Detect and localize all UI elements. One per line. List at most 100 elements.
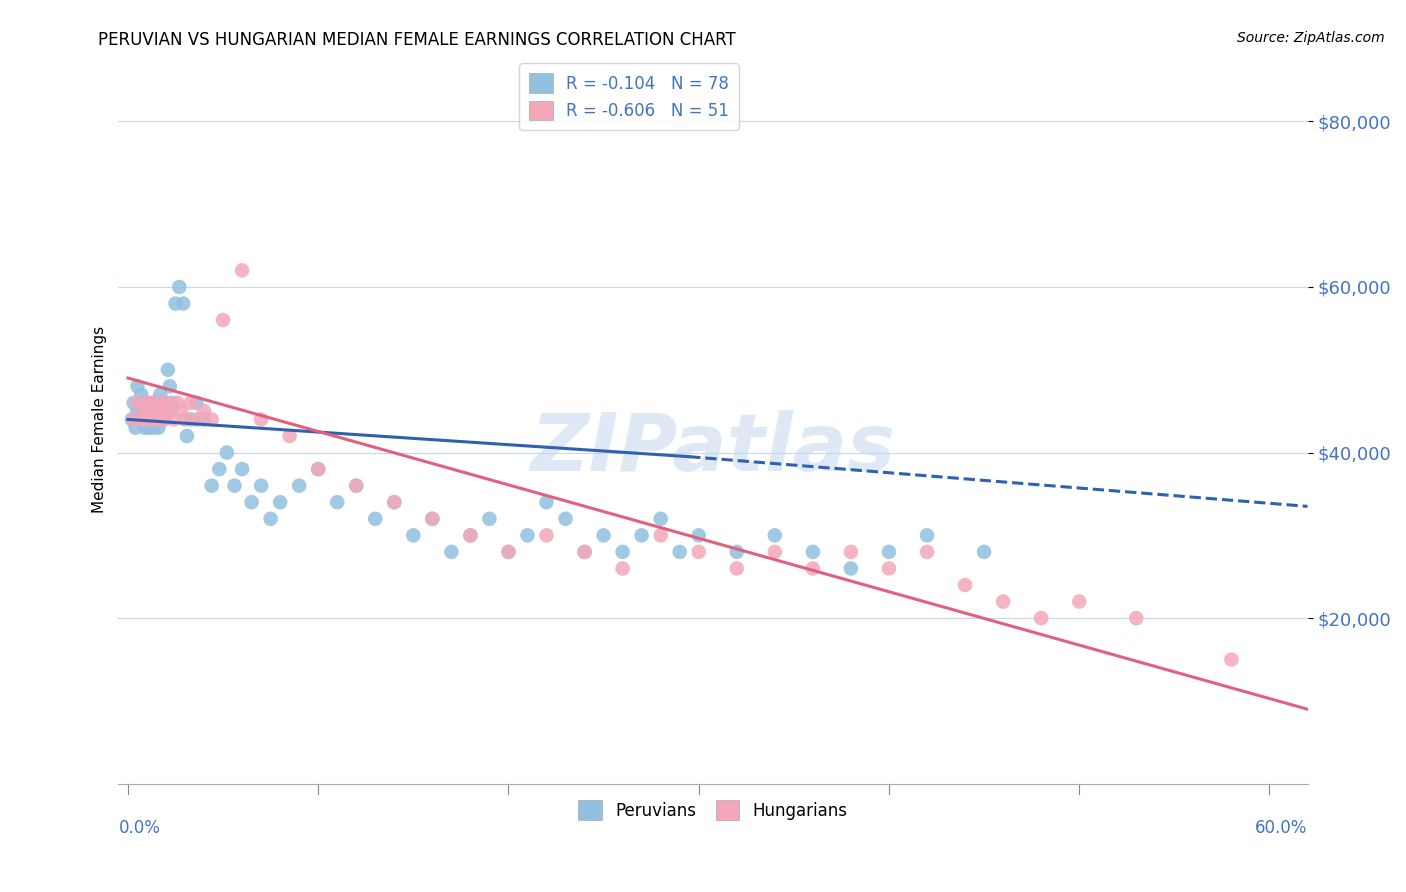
- Point: [422, 512, 444, 526]
- Point: [460, 528, 482, 542]
- Point: [143, 412, 166, 426]
- Point: [763, 545, 786, 559]
- Point: [307, 462, 329, 476]
- Point: [460, 528, 482, 542]
- Point: [1125, 611, 1147, 625]
- Point: [142, 421, 165, 435]
- Point: [212, 313, 235, 327]
- Point: [139, 396, 162, 410]
- Point: [127, 396, 149, 410]
- Point: [498, 545, 520, 559]
- Point: [172, 296, 194, 310]
- Point: [143, 396, 166, 410]
- Point: [574, 545, 596, 559]
- Point: [142, 396, 165, 410]
- Point: [166, 396, 188, 410]
- Point: [259, 512, 281, 526]
- Point: [231, 462, 253, 476]
- Point: [382, 495, 405, 509]
- Point: [150, 404, 173, 418]
- Point: [134, 396, 156, 410]
- Point: [132, 412, 155, 426]
- Y-axis label: Median Female Earnings: Median Female Earnings: [93, 326, 107, 513]
- Point: [364, 512, 387, 526]
- Point: [231, 263, 253, 277]
- Point: [145, 404, 167, 418]
- Point: [224, 478, 246, 492]
- Point: [612, 545, 634, 559]
- Point: [250, 412, 273, 426]
- Point: [180, 412, 202, 426]
- Point: [132, 404, 155, 418]
- Point: [165, 296, 187, 310]
- Point: [592, 528, 614, 542]
- Point: [278, 429, 301, 443]
- Point: [193, 412, 215, 426]
- Point: [155, 396, 177, 410]
- Point: [134, 404, 156, 418]
- Point: [915, 528, 938, 542]
- Point: [877, 545, 900, 559]
- Point: [127, 404, 149, 418]
- Point: [122, 412, 145, 426]
- Point: [991, 594, 1014, 608]
- Point: [156, 363, 179, 377]
- Point: [344, 478, 367, 492]
- Point: [170, 404, 193, 418]
- Point: [516, 528, 538, 542]
- Point: [554, 512, 576, 526]
- Point: [801, 545, 824, 559]
- Point: [142, 404, 165, 418]
- Point: [186, 412, 208, 426]
- Point: [138, 404, 160, 418]
- Point: [153, 396, 176, 410]
- Point: [149, 396, 172, 410]
- Point: [478, 512, 501, 526]
- Point: [174, 412, 197, 426]
- Point: [129, 387, 152, 401]
- Point: [307, 462, 329, 476]
- Point: [148, 412, 170, 426]
- Point: [440, 545, 463, 559]
- Text: ZIPatlas: ZIPatlas: [530, 409, 896, 488]
- Point: [915, 545, 938, 559]
- Point: [162, 412, 184, 426]
- Point: [498, 545, 520, 559]
- Point: [149, 387, 172, 401]
- Point: [176, 429, 198, 443]
- Point: [288, 478, 311, 492]
- Point: [725, 561, 748, 575]
- Point: [250, 478, 273, 492]
- Point: [129, 412, 152, 426]
- Point: [208, 462, 231, 476]
- Point: [136, 404, 159, 418]
- Text: 60.0%: 60.0%: [1256, 820, 1308, 838]
- Legend: Peruvians, Hungarians: Peruvians, Hungarians: [572, 794, 855, 826]
- Point: [186, 396, 208, 410]
- Point: [138, 412, 160, 426]
- Point: [402, 528, 425, 542]
- Point: [128, 412, 150, 426]
- Point: [1069, 594, 1091, 608]
- Point: [145, 404, 167, 418]
- Point: [155, 404, 177, 418]
- Point: [688, 545, 710, 559]
- Point: [201, 412, 224, 426]
- Point: [169, 280, 191, 294]
- Point: [148, 421, 170, 435]
- Point: [121, 412, 143, 426]
- Point: [839, 545, 862, 559]
- Point: [139, 412, 162, 426]
- Point: [159, 379, 181, 393]
- Point: [574, 545, 596, 559]
- Point: [536, 528, 558, 542]
- Point: [138, 421, 160, 435]
- Point: [193, 404, 215, 418]
- Text: 0.0%: 0.0%: [118, 820, 160, 838]
- Point: [139, 404, 162, 418]
- Text: PERUVIAN VS HUNGARIAN MEDIAN FEMALE EARNINGS CORRELATION CHART: PERUVIAN VS HUNGARIAN MEDIAN FEMALE EARN…: [98, 31, 737, 49]
- Point: [688, 528, 710, 542]
- Point: [127, 379, 149, 393]
- Point: [153, 412, 176, 426]
- Point: [382, 495, 405, 509]
